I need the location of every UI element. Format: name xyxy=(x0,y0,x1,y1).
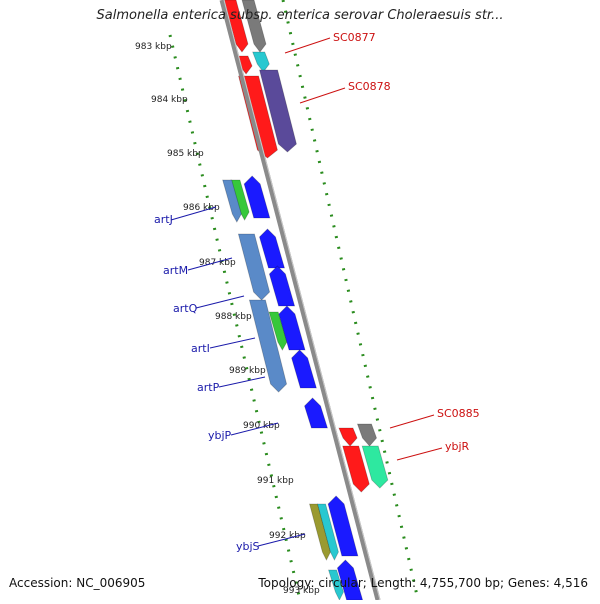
forward-label-leader xyxy=(299,87,346,104)
ybjP-arrow xyxy=(304,397,328,429)
ybjS-cyan-block xyxy=(317,503,339,561)
scale-label: 987 kbp xyxy=(199,258,236,268)
reverse-gene-label: artI xyxy=(191,342,210,355)
gene-features xyxy=(222,0,389,601)
scale-label: 992 kbp xyxy=(269,531,306,541)
reverse-gene-label: artP xyxy=(197,381,220,394)
scale-label: 988 kbp xyxy=(215,312,252,322)
forward-gene-label: SC0885 xyxy=(437,407,480,420)
reverse-gene-label: artQ xyxy=(173,302,198,315)
backbone-highlight xyxy=(223,0,381,601)
artI-green-block xyxy=(268,311,288,351)
scale-label: 983 kbp xyxy=(135,42,172,52)
backbone-line xyxy=(219,0,381,601)
sequence-backbone xyxy=(219,0,381,601)
reverse-label-leader xyxy=(230,422,279,436)
scale-labels: 983 kbp 984 kbp 985 kbp 986 kbp 987 kbp 988 k… xyxy=(135,42,320,596)
reverse-gene-label: ybjS xyxy=(236,540,260,553)
artJ-blue-block xyxy=(222,179,242,223)
artI-arrow xyxy=(278,305,306,351)
accession-text: Accession: NC_006905 xyxy=(9,576,146,590)
scale-label: 990 kbp xyxy=(243,421,280,431)
scale-label: 989 kbp xyxy=(229,366,266,376)
forward-label-leader xyxy=(389,414,435,429)
forward-gene-label: SC0877 xyxy=(333,31,376,44)
reverse-gene-label: artJ xyxy=(154,213,173,226)
ybjR-red-arrow xyxy=(342,445,370,493)
sc0877-cyan-block xyxy=(252,51,270,73)
scale-label: 984 kbp xyxy=(151,95,188,105)
gene-labels: SC0877 SC0878 SC0885 ybjR artJ artM artQ artI ar… xyxy=(154,31,480,553)
ybjR-green-block xyxy=(361,445,389,489)
reverse-label-leader xyxy=(170,206,217,221)
reverse-label-leader xyxy=(218,376,266,388)
artP-arrow xyxy=(291,349,317,389)
reverse-label-leader xyxy=(257,533,306,547)
ybjS-arrow xyxy=(327,495,359,557)
artJ-arrow xyxy=(243,175,271,219)
reverse-label-leader xyxy=(187,257,233,271)
reverse-label-leader xyxy=(209,337,256,349)
topology-text: Topology: circular; Length: 4,755,700 bp… xyxy=(258,576,588,590)
sc0885-grey-block xyxy=(356,423,377,447)
scale-label: 985 kbp xyxy=(167,149,204,159)
forward-gene-label: SC0878 xyxy=(348,80,391,93)
tail-cyan-block xyxy=(328,569,344,601)
reverse-gene-label: ybjP xyxy=(208,429,232,442)
forward-label-leader xyxy=(396,447,443,461)
scale-label: 993 kbp xyxy=(283,586,320,596)
sc0885-red-arrow xyxy=(338,427,358,447)
reverse-label-leader xyxy=(195,295,245,309)
artQ-blue-block xyxy=(248,299,288,393)
sc0878-purple-block xyxy=(259,69,297,153)
scale-label: 991 kbp xyxy=(257,476,294,486)
forward-label-leader xyxy=(284,37,331,54)
scale-label: 986 kbp xyxy=(183,203,220,213)
artM-blue-block xyxy=(237,233,271,301)
reverse-gene-label: artM xyxy=(163,264,188,277)
sc0877-grey-block xyxy=(241,0,267,53)
genome-title: Salmonella enterica subsp. enterica sero… xyxy=(96,8,504,23)
artQ-arrow xyxy=(268,265,296,307)
forward-gene-label: ybjR xyxy=(445,440,470,453)
ybjS-olive-block xyxy=(309,503,331,561)
